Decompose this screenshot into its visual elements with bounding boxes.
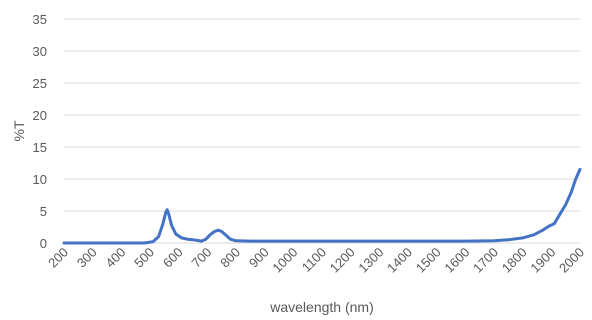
- x-tick-label: 1700: [470, 245, 501, 276]
- y-tick-label: 0: [40, 236, 47, 251]
- x-tick-label: 900: [246, 245, 272, 271]
- y-axis-title: %T: [11, 120, 27, 141]
- x-tick-label: 1600: [441, 245, 472, 276]
- series-layer: [62, 167, 582, 245]
- gridlines: [64, 18, 580, 244]
- x-axis-ticks: 200 300 400 500 600 700 800 9001000110012001300…: [45, 245, 587, 276]
- y-tick-label: 10: [33, 172, 47, 187]
- x-tick-label: 1900: [527, 245, 558, 276]
- x-axis-title: wavelength (nm): [269, 299, 374, 315]
- x-tick-label: 1300: [355, 245, 386, 276]
- y-tick-label: 25: [33, 76, 47, 91]
- x-tick-label: 1800: [499, 245, 530, 276]
- x-tick-label: 500: [131, 245, 157, 271]
- y-tick-label: 15: [33, 140, 47, 155]
- x-tick-label: 2000: [556, 245, 587, 276]
- series-line-0: [62, 167, 582, 245]
- y-tick-label: 20: [33, 108, 47, 123]
- x-tick-label: 300: [74, 245, 100, 271]
- x-tick-label: 800: [217, 245, 243, 271]
- x-tick-label: 200: [45, 245, 71, 271]
- y-tick-label: 30: [33, 44, 47, 59]
- x-tick-label: 1500: [413, 245, 444, 276]
- y-axis-ticks: 0 5 10 15 20 25 30 35: [33, 12, 47, 251]
- x-tick-label: 1200: [327, 245, 358, 276]
- x-tick-label: 700: [189, 245, 215, 271]
- x-tick-label: 1400: [384, 245, 415, 276]
- y-tick-label: 5: [40, 204, 47, 219]
- y-tick-label: 35: [33, 12, 47, 27]
- x-tick-label: 1000: [269, 245, 300, 276]
- x-tick-label: 400: [103, 245, 129, 271]
- x-tick-label: 600: [160, 245, 186, 271]
- x-tick-label: 1100: [299, 245, 329, 275]
